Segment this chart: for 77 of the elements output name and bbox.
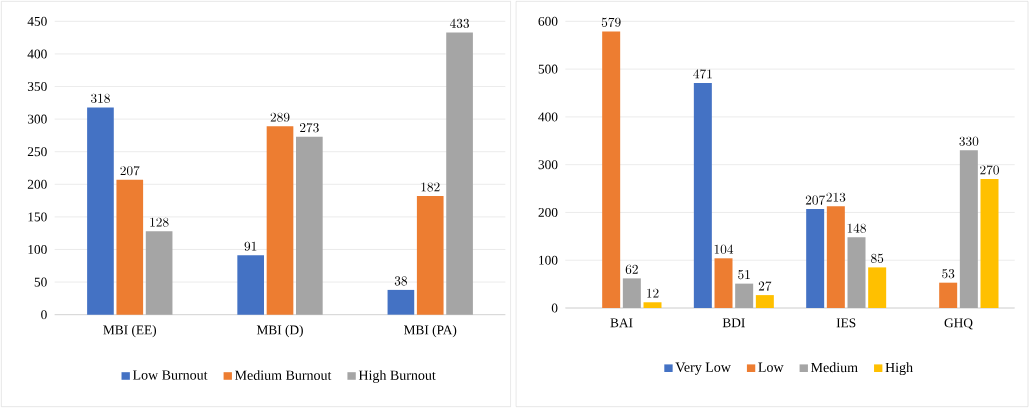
bar (296, 136, 323, 315)
data-label: 579 (601, 17, 621, 27)
data-label: 91 (244, 241, 257, 251)
bar (643, 302, 662, 308)
bar (714, 258, 733, 308)
bar (622, 278, 641, 308)
bar (806, 209, 825, 308)
y-tick-label: 150 (28, 212, 47, 222)
y-tick-label: 300 (27, 114, 47, 124)
x-tick-label: GHQ (944, 318, 973, 330)
y-tick-label: 50 (34, 277, 47, 287)
data-label: 273 (300, 122, 319, 133)
legend-label: Very Low (675, 362, 731, 375)
bar (847, 237, 866, 308)
bar (602, 31, 621, 308)
y-tick-label: 300 (538, 160, 558, 170)
y-tick-label: 100 (539, 255, 558, 265)
y-tick-label: 0 (551, 303, 558, 313)
y-tick-label: 350 (27, 82, 47, 92)
data-label: 85 (871, 253, 884, 263)
y-tick-label: 400 (538, 112, 558, 122)
data-label: 207 (805, 195, 825, 205)
data-label: 104 (714, 244, 734, 254)
data-label: 182 (421, 182, 440, 192)
y-tick-label: 100 (28, 244, 47, 254)
bar (980, 179, 999, 308)
data-label: 270 (980, 165, 999, 175)
legend-label: Low (758, 362, 784, 372)
data-label: 207 (120, 166, 140, 176)
y-tick-label: 450 (27, 16, 47, 26)
data-label: 433 (449, 18, 469, 28)
bar (868, 267, 887, 308)
y-tick-label: 200 (538, 207, 558, 217)
bar (387, 289, 415, 315)
legend-label: Low Burnout (132, 370, 208, 380)
y-tick-label: 600 (538, 16, 558, 26)
bar (826, 206, 845, 308)
data-label: 471 (693, 69, 712, 79)
x-tick-label: MBI (EE) (103, 325, 157, 338)
legend-label: High (885, 362, 913, 376)
bar (237, 255, 265, 315)
data-label: 62 (625, 264, 638, 274)
data-label: 53 (942, 269, 955, 279)
data-label: 128 (150, 217, 169, 227)
bar (939, 282, 958, 308)
bar (755, 295, 774, 308)
bar (145, 231, 173, 315)
y-tick-label: 500 (538, 64, 558, 74)
x-tick-label: MBI (D) (256, 325, 303, 338)
bar (87, 107, 114, 315)
bar (735, 283, 754, 308)
legend-label: Medium (810, 362, 858, 373)
data-label: 318 (91, 93, 110, 103)
y-tick-label: 400 (27, 49, 47, 59)
x-tick-label: BAI (610, 318, 633, 328)
x-tick-label: MBI (PA) (403, 325, 457, 338)
bar (446, 32, 473, 315)
data-label: 148 (847, 223, 866, 233)
data-label: 38 (394, 276, 407, 286)
bar (266, 126, 294, 315)
data-label: 51 (738, 270, 750, 280)
data-label: 27 (758, 281, 772, 291)
bar (693, 82, 712, 308)
data-label: 289 (270, 112, 290, 122)
y-tick-label: 0 (41, 310, 47, 320)
bar (959, 150, 978, 308)
y-tick-label: 200 (27, 179, 47, 189)
y-tick-label: 250 (27, 147, 47, 157)
x-tick-label: IES (836, 318, 856, 328)
bar (416, 196, 444, 315)
bar (116, 179, 144, 315)
data-label: 12 (647, 288, 659, 298)
data-label: 213 (826, 192, 846, 202)
legend-label: Medium Burnout (234, 370, 332, 380)
data-label: 330 (959, 136, 979, 146)
legend-label: High Burnout (358, 370, 436, 383)
x-tick-label: BDI (722, 318, 745, 328)
